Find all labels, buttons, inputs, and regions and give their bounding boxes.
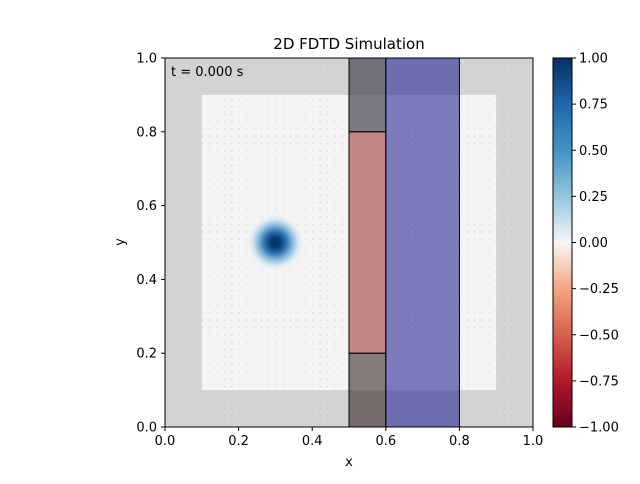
plot-frame bbox=[164, 57, 534, 428]
colorbar-tick-label: −0.50 bbox=[579, 328, 619, 343]
colorbar-gradient bbox=[552, 57, 573, 428]
field-pulse bbox=[245, 213, 305, 272]
colorbar-ticks: 1.00 0.75 0.50 0.25 0.00 −0.25 −0.50 −0.75 −1.00 bbox=[572, 52, 619, 436]
colorbar-tick-label: −0.75 bbox=[579, 374, 619, 389]
plot-area bbox=[165, 58, 533, 427]
region-blue-slab bbox=[385, 58, 460, 427]
material-regions bbox=[348, 58, 460, 427]
y-tick-label: 0.2 bbox=[136, 347, 157, 362]
time-annotation: t = 0.000 s bbox=[171, 65, 244, 80]
x-tick-label: 0.0 bbox=[155, 434, 176, 449]
x-axis-label: x bbox=[345, 455, 353, 470]
y-tick-label: 0.0 bbox=[136, 421, 157, 436]
x-tick-label: 0.6 bbox=[375, 434, 396, 449]
y-tick-label: 1.0 bbox=[136, 52, 157, 67]
chart-title: 2D FDTD Simulation bbox=[273, 35, 424, 53]
x-axis-ticks: 0.0 0.2 0.4 0.6 0.8 1.0 bbox=[155, 427, 544, 449]
colorbar-tick-label: −1.00 bbox=[579, 421, 619, 436]
y-tick-label: 0.8 bbox=[136, 125, 157, 140]
colorbar-tick-label: 1.00 bbox=[579, 52, 608, 67]
colorbar-tick-label: 0.75 bbox=[579, 98, 608, 113]
colorbar: 1.00 0.75 0.50 0.25 0.00 −0.25 −0.50 −0.75 −1.00 bbox=[552, 52, 619, 436]
x-tick-label: 0.4 bbox=[302, 434, 323, 449]
x-tick-label: 0.2 bbox=[228, 434, 249, 449]
region-middle-block bbox=[348, 131, 387, 354]
colorbar-tick-label: 0.25 bbox=[579, 190, 608, 205]
region-lower-block bbox=[348, 352, 387, 427]
x-tick-label: 1.0 bbox=[523, 434, 544, 449]
y-axis-label: y bbox=[113, 238, 128, 246]
y-tick-label: 0.6 bbox=[136, 199, 157, 214]
x-tick-label: 0.8 bbox=[449, 434, 470, 449]
colorbar-tick-label: −0.25 bbox=[579, 282, 619, 297]
region-upper-block bbox=[348, 58, 387, 133]
y-axis-ticks: 0.0 0.2 0.4 0.6 0.8 1.0 bbox=[136, 52, 165, 436]
colorbar-tick-label: 0.00 bbox=[579, 236, 608, 251]
y-tick-label: 0.4 bbox=[136, 273, 157, 288]
colorbar-tick-label: 0.50 bbox=[579, 144, 608, 159]
